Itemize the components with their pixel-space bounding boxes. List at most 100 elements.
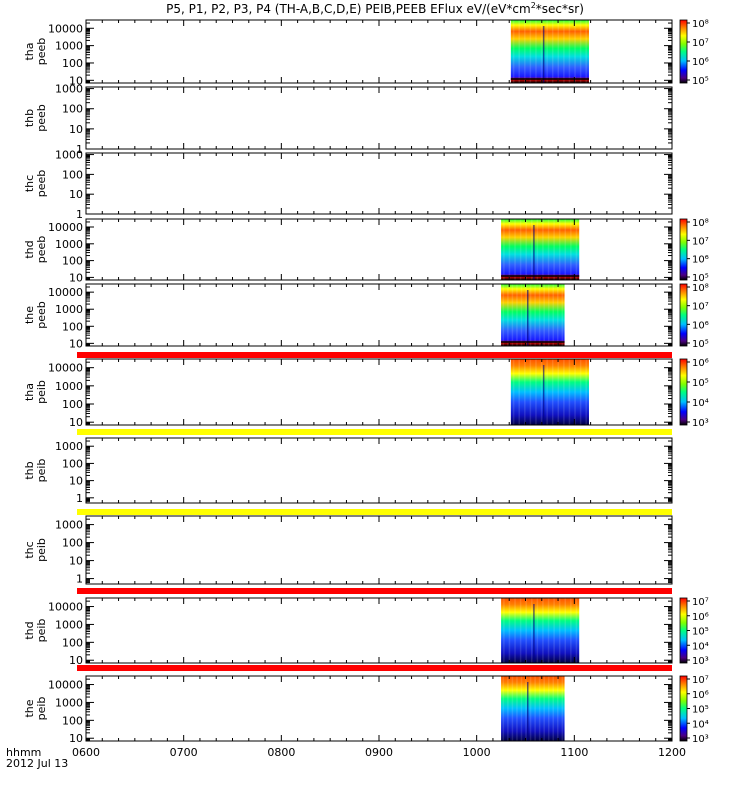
x-tick-label: 0800 (267, 746, 295, 759)
colorbar-tick-label: 10⁵ (692, 339, 709, 350)
y-tick-label: 1000 (55, 519, 83, 532)
y-tick-label: 10 (69, 74, 83, 87)
y-tick-label: 10000 (48, 679, 83, 692)
y-tick-label: 100 (62, 398, 83, 411)
panel-ylabel-probe: thc (23, 175, 36, 192)
chart-title: P5, P1, P2, P3, P4 (TH-A,B,C,D,E) PEIB,P… (166, 1, 584, 16)
panel-frame (85, 86, 673, 150)
spectrogram-the-peib (501, 676, 565, 741)
colorbar-tick-label: 10⁷ (692, 675, 709, 686)
colorbar-tick-label: 10⁷ (692, 302, 709, 313)
panel-ylabel-probe: thb (23, 109, 36, 127)
colorbar-tick-label: 10⁵ (692, 378, 709, 389)
panel-thd-peib: 10 100 1000 10000 thd peib 10⁷ 10⁶ 10⁵ 10⁴ 10³ (23, 597, 709, 671)
colorbar-tick-label: 10⁸ (692, 218, 709, 229)
y-tick-label: 100 (62, 57, 83, 70)
x-tick-label: 0900 (365, 746, 393, 759)
spectrogram-the-peeb (501, 284, 565, 346)
y-tick-label: 1 (76, 492, 83, 505)
y-tick-label: 10000 (48, 221, 83, 234)
colorbar (679, 283, 688, 347)
colorbar-tick-label: 10³ (692, 734, 709, 745)
y-tick-label: 100 (62, 255, 83, 268)
panel-frame (85, 437, 673, 504)
colorbar-tick-label: 10⁵ (692, 76, 709, 87)
panel-ylabel-instrument: peib (35, 538, 48, 562)
y-tick-label: 10 (69, 654, 83, 667)
colorbar (679, 19, 688, 84)
spectrogram-thd-peeb (501, 219, 580, 280)
y-tick-label: 10 (69, 337, 83, 350)
panel-ylabel-probe: thb (23, 461, 36, 479)
y-tick-label: 1 (76, 208, 83, 221)
panel-ylabel-probe: the (23, 699, 36, 717)
y-tick-label: 100 (62, 103, 83, 116)
colorbar-tick-label: 10⁶ (692, 690, 709, 701)
y-tick-label: 10000 (48, 22, 83, 35)
panel-the-peib: 10 100 1000 10000 the peib 10⁷ 10⁶ 10⁵ 10⁴ 10³ (23, 675, 709, 745)
x-tick-label: 1100 (560, 746, 588, 759)
y-tick-label: 1000 (55, 149, 83, 162)
flag-bar (77, 352, 672, 358)
colorbar-tick-label: 10⁵ (692, 627, 709, 638)
y-tick-label: 1 (76, 143, 83, 156)
x-tick-label: 0600 (72, 746, 100, 759)
panel-ylabel-instrument: peeb (35, 236, 48, 264)
panel-ylabel-probe: tha (23, 42, 36, 60)
panel-frame (85, 597, 673, 664)
x-tick-label: 0700 (170, 746, 198, 759)
x-axis: 0600 0700 0800 0900 1000 1100 1200 (72, 746, 686, 759)
spectrogram-tha-peeb (510, 20, 589, 83)
y-tick-label: 100 (62, 320, 83, 333)
colorbar (679, 597, 688, 664)
y-tick-label: 10 (69, 271, 83, 284)
y-tick-label: 100 (62, 457, 83, 470)
colorbar-tick-label: 10⁷ (692, 236, 709, 247)
x-axis-label: hhmm (6, 746, 41, 759)
panel-ylabel-probe: the (23, 306, 36, 324)
colorbar-tick-label: 10⁶ (692, 612, 709, 623)
colorbar-tick-label: 10⁶ (692, 255, 709, 266)
colorbar (679, 218, 688, 281)
colorbar-tick-label: 10⁸ (692, 283, 709, 294)
y-tick-label: 1000 (55, 380, 83, 393)
x-axis-date: 2012 Jul 13 (6, 757, 68, 770)
panel-frame (85, 283, 673, 347)
colorbar-tick-label: 10⁵ (692, 273, 709, 284)
y-tick-label: 100 (62, 714, 83, 727)
y-tick-label: 10 (69, 732, 83, 745)
panel-ylabel-instrument: peib (35, 697, 48, 721)
y-tick-label: 10 (69, 416, 83, 429)
panel-ylabel-probe: tha (23, 383, 36, 401)
y-tick-label: 1000 (55, 83, 83, 96)
panel-ylabel-probe: thd (23, 621, 36, 639)
colorbar-tick-label: 10⁴ (692, 398, 709, 409)
y-tick-label: 1000 (55, 238, 83, 251)
y-tick-label: 1000 (55, 303, 83, 316)
colorbar-tick-label: 10⁸ (692, 19, 709, 30)
panel-tha-peeb: 10 100 1000 10000 tha peeb 10⁸ 10⁷ 10⁶ 10⁵ (23, 19, 709, 87)
y-tick-label: 10 (69, 555, 83, 568)
colorbar (679, 358, 688, 426)
colorbar-tick-label: 10⁴ (692, 719, 709, 730)
panel-frame (85, 218, 673, 281)
flag-bar (77, 665, 672, 671)
panel-the-peeb: 10 100 1000 10000 the peeb 10⁸ 10⁷ 10⁶ 10⁵ (23, 283, 709, 358)
x-tick-label: 1000 (463, 746, 491, 759)
panel-thd-peeb: 10 100 1000 10000 thd peeb 10⁸ 10⁷ 10⁶ 10⁵ (23, 218, 709, 284)
colorbar-tick-label: 10⁷ (692, 597, 709, 608)
y-tick-label: 100 (62, 168, 83, 181)
y-tick-label: 1000 (55, 40, 83, 53)
colorbar-tick-label: 10⁷ (692, 38, 709, 49)
y-tick-label: 1000 (55, 440, 83, 453)
panel-thb-peib: 1 10 100 1000 thb peib (23, 437, 673, 515)
y-tick-label: 1000 (55, 696, 83, 709)
x-tick-label: 1200 (658, 746, 686, 759)
colorbar-tick-label: 10⁵ (692, 705, 709, 716)
panel-thc-peeb: 1 10 100 1000 thc peeb (23, 149, 673, 221)
y-tick-label: 10 (69, 475, 83, 488)
panel-ylabel-instrument: peib (35, 380, 48, 404)
panel-ylabel-instrument: peeb (35, 170, 48, 198)
